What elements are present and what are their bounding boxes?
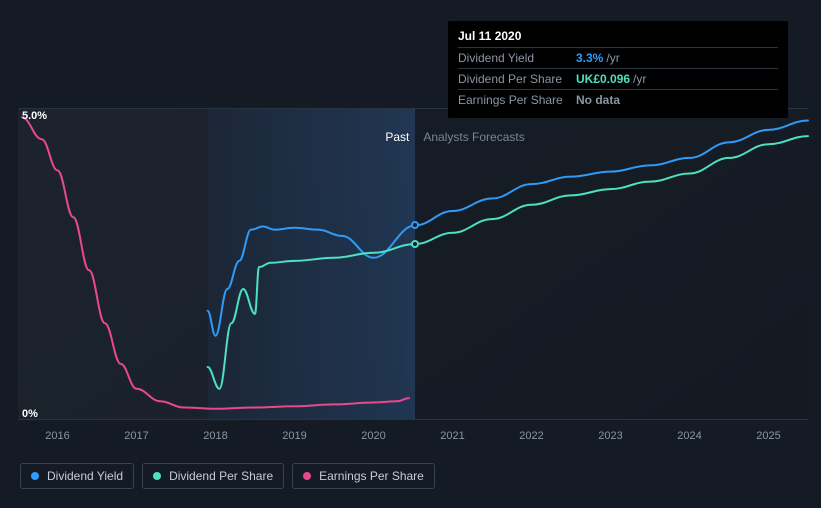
x-axis-label: 2016 (45, 430, 69, 442)
y-axis-label: 5.0% (22, 110, 47, 122)
past-section-label: Past (385, 130, 409, 144)
y-axis-label: 0% (22, 408, 38, 420)
x-axis-label: 2025 (756, 430, 780, 442)
tooltip-value: 3.3% (576, 51, 603, 65)
x-axis-label: 2020 (361, 430, 385, 442)
tooltip-unit: /yr (606, 51, 619, 65)
series-line (208, 136, 808, 389)
x-axis-label: 2024 (677, 430, 701, 442)
tooltip-row: Earnings Per ShareNo data (458, 89, 778, 110)
series-marker (411, 240, 419, 248)
series-line (22, 117, 409, 408)
chart-lines (18, 108, 808, 420)
tooltip-date: Jul 11 2020 (458, 29, 778, 47)
legend-label: Dividend Per Share (169, 469, 273, 483)
legend-item[interactable]: Earnings Per Share (292, 463, 435, 489)
legend-label: Earnings Per Share (319, 469, 424, 483)
chart-legend: Dividend Yield Dividend Per Share Earnings… (20, 463, 435, 489)
x-axis-label: 2017 (124, 430, 148, 442)
legend-dot-icon (31, 472, 39, 480)
legend-label: Dividend Yield (47, 469, 123, 483)
x-axis-label: 2023 (598, 430, 622, 442)
series-line (208, 120, 808, 335)
tooltip-unit: /yr (633, 72, 646, 86)
series-marker (411, 221, 419, 229)
legend-item[interactable]: Dividend Per Share (142, 463, 284, 489)
chart-tooltip: Jul 11 2020 Dividend Yield3.3%/yrDividen… (448, 21, 788, 118)
tooltip-value: UK£0.096 (576, 72, 630, 86)
tooltip-key: Dividend Yield (458, 51, 576, 65)
tooltip-key: Earnings Per Share (458, 93, 576, 107)
x-axis-label: 2021 (440, 430, 464, 442)
x-axis-label: 2022 (519, 430, 543, 442)
tooltip-rows: Dividend Yield3.3%/yrDividend Per ShareU… (458, 47, 778, 110)
tooltip-key: Dividend Per Share (458, 72, 576, 86)
tooltip-row: Dividend Yield3.3%/yr (458, 47, 778, 68)
legend-item[interactable]: Dividend Yield (20, 463, 134, 489)
x-axis-label: 2019 (282, 430, 306, 442)
x-axis-label: 2018 (203, 430, 227, 442)
legend-dot-icon (303, 472, 311, 480)
forecast-section-label: Analysts Forecasts (423, 130, 524, 144)
legend-dot-icon (153, 472, 161, 480)
tooltip-value: No data (576, 93, 620, 107)
tooltip-row: Dividend Per ShareUK£0.096/yr (458, 68, 778, 89)
